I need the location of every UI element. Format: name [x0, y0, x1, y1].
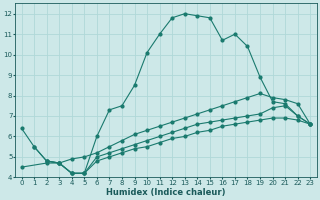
X-axis label: Humidex (Indice chaleur): Humidex (Indice chaleur): [106, 188, 226, 197]
